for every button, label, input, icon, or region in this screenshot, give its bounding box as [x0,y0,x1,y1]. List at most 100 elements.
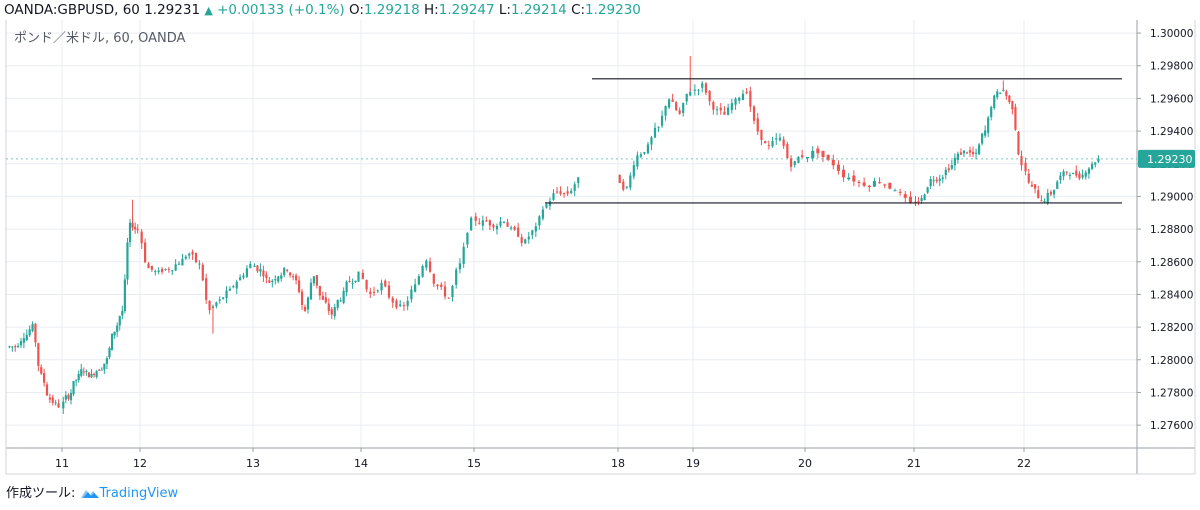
candle-body [406,300,409,306]
candle-body [1068,174,1072,176]
candle-body [548,201,552,206]
candle-body [128,222,132,243]
candle-body [786,143,789,159]
candle-body [253,266,256,268]
candle-body [826,155,830,160]
tradingview-logo-icon[interactable] [80,486,100,506]
x-tick-label: 20 [798,457,812,470]
candle-body [981,133,984,144]
candle-body [941,177,944,179]
candle-body [98,369,101,371]
y-tick-label: 1.29000 [1150,191,1193,203]
candle-body [462,246,465,264]
candle-body [277,276,280,282]
candle-body [271,280,274,282]
candle-body [28,329,31,336]
candle-body [436,284,439,287]
candle-body [836,164,840,171]
candle-body [996,91,999,98]
candle-body [123,279,126,311]
candle-body [1059,175,1062,180]
candle-body [712,102,715,110]
candle-body [534,226,537,232]
symbol-interval[interactable]: OANDA:GBPUSD, 60 [4,2,140,18]
candle-body [801,155,804,158]
candle-body [563,193,566,195]
candle-body [249,263,252,268]
candle-body [191,251,194,255]
candle-body [502,221,506,223]
candle-body [312,276,316,284]
candle-body [650,137,653,145]
last-price: 1.29231 [144,2,201,18]
candle-body [256,265,259,272]
candle-body [309,282,313,300]
close-label: C: [571,2,586,18]
candle-body [517,227,520,237]
open-value: 1.29218 [363,2,420,18]
candle-body [75,379,78,381]
candle-body [297,280,301,293]
triangle-up-icon: ▲ [204,4,213,17]
candlestick-chart[interactable]: 1.300001.298001.296001.294001.292001.290… [0,20,1200,478]
candle-body [485,220,488,222]
candle-body [48,397,51,400]
candle-body [348,280,351,283]
candle-body [294,275,298,281]
candle-body [559,191,562,195]
candle-body [715,109,719,111]
candle-body [62,401,65,409]
x-tick-label: 19 [686,457,700,470]
candle-body [938,178,941,181]
candle-body [685,93,688,102]
candle-body [499,221,502,226]
candle-body [495,225,499,230]
candle-body [201,264,204,281]
close-value: 1.29230 [585,2,641,18]
candle-body [289,272,292,276]
candle-body [1033,184,1037,189]
candle-body [154,271,157,273]
candle-body [105,358,109,364]
candle-body [11,346,14,348]
candle-body [811,150,815,159]
candle-body [259,268,262,272]
candle-body [143,242,147,263]
candle-body [1052,189,1056,195]
candle-body [862,182,866,186]
candle-body [760,129,763,140]
candle-body [570,190,573,194]
candle-body [19,341,23,346]
symbol-header: OANDA:GBPUSD, 60 1.29231 ▲ +0.00133 (+0.… [4,1,641,19]
candle-body [555,191,559,193]
candle-body [689,91,692,96]
chart-frame[interactable]: 1.300001.298001.296001.294001.292001.290… [0,20,1200,478]
tradingview-brand[interactable]: TradingView [99,486,179,501]
candle-body [387,285,391,298]
candle-body [194,253,198,263]
candle-body [37,343,40,366]
candle-body [268,280,271,283]
candle-body [205,278,208,300]
x-tick-label: 18 [611,457,625,470]
x-tick-label: 15 [467,457,481,470]
candle-body [188,253,191,256]
y-tick-label: 1.28200 [1150,322,1193,334]
y-tick-label: 1.28600 [1150,257,1193,269]
candle-body [965,152,969,154]
candle-body [968,150,972,153]
candle-body [778,137,782,141]
candle-body [376,290,379,292]
candle-body [103,363,106,370]
candle-body [929,179,932,187]
candle-body [402,305,406,307]
candle-body [167,269,170,271]
candle-body [82,371,85,373]
candle-body [653,127,657,138]
candle-body [842,169,846,178]
candle-body [245,268,249,277]
candle-body [1014,107,1017,130]
candle-body [1081,174,1084,178]
candle-body [351,282,354,284]
candle-body [1005,91,1008,97]
